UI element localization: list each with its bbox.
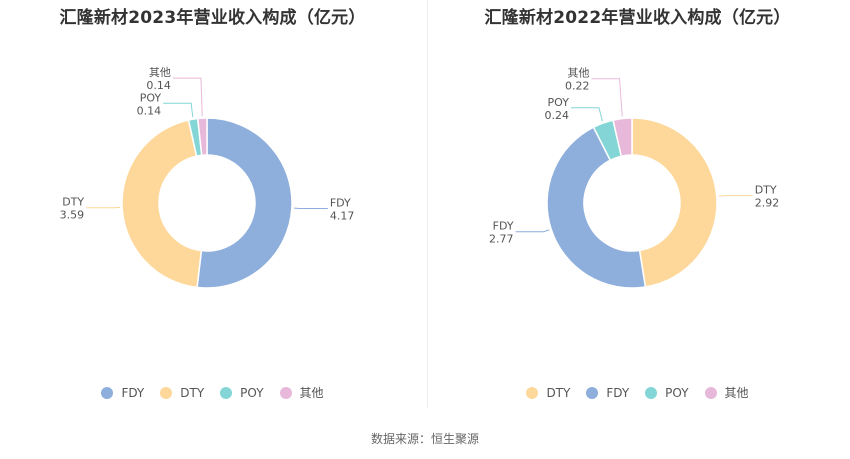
legend-item-fdy[interactable]: FDY — [101, 386, 144, 400]
slice-fdy — [546, 126, 647, 289]
legend-label-poy: POY — [665, 385, 689, 400]
panel-divider — [427, 0, 428, 408]
callout-value-poy: 0.14 — [137, 104, 162, 117]
legend-item-poy[interactable]: POY — [220, 385, 264, 400]
legend-item-fdy[interactable]: FDY — [586, 386, 629, 400]
legend-label-fdy: FDY — [121, 385, 145, 400]
legend-swatch-dty — [160, 386, 173, 399]
slice-dty — [631, 117, 718, 288]
data-source: 数据来源：恒生聚源 — [370, 432, 479, 446]
callout-label-other-3: 其他 — [149, 66, 171, 79]
legend-swatch-poy — [645, 386, 658, 399]
legend-label-dty: DTY — [546, 385, 571, 400]
callout-line-poy — [163, 102, 194, 118]
callout-line-poy — [570, 107, 603, 122]
callout-value-fdy: 2.77 — [489, 233, 514, 246]
legend-label-poy: POY — [240, 385, 264, 400]
callout-label-other-3: 其他 — [568, 67, 590, 80]
callout-label-poy: POY — [548, 96, 570, 109]
chart-2022: 汇隆新材2022年营业收入构成（亿元） DTY 2.92 FDY 2.77 POY 0.2… — [425, 0, 850, 420]
legend-swatch-other-3 — [279, 386, 292, 399]
legend-label-fdy: FDY — [606, 385, 630, 400]
legend-item-other-3[interactable]: 其他 — [704, 384, 749, 401]
legend-swatch-fdy — [101, 386, 114, 399]
legend-label-dty: DTY — [180, 385, 205, 400]
legend-item-dty[interactable]: DTY — [160, 386, 204, 400]
legend-item-other-3[interactable]: 其他 — [279, 384, 324, 401]
callout-value-dty: 3.59 — [60, 209, 85, 222]
legend-label-other-3: 其他 — [299, 386, 324, 400]
legend-label-other-3: 其他 — [724, 386, 749, 400]
slice-other-3 — [612, 117, 633, 158]
legend-2023: FDY DTY POY 其他 — [0, 384, 425, 401]
callout-line-other-3 — [591, 78, 623, 117]
legend-swatch-poy — [220, 386, 233, 399]
legend-swatch-dty — [526, 386, 539, 399]
callout-label-poy: POY — [140, 91, 162, 104]
legend-item-poy[interactable]: POY — [645, 385, 689, 400]
slice-fdy — [196, 117, 293, 289]
chart-title-2022: 汇隆新材2022年营业收入构成（亿元） — [484, 8, 791, 28]
callout-value-dty: 2.92 — [755, 197, 780, 210]
legend-swatch-fdy — [586, 386, 599, 399]
chart-title-2023: 汇隆新材2023年营业收入构成（亿元） — [59, 8, 366, 28]
callout-value-other-3: 0.14 — [146, 79, 171, 92]
callout-line-fdy — [515, 229, 550, 233]
slice-dty — [121, 119, 203, 289]
legend-item-dty[interactable]: DTY — [526, 386, 570, 400]
legend-swatch-other-3 — [704, 386, 717, 399]
chart-2023: 汇隆新材2023年营业收入构成（亿元） FDY 4.17 DTY 3.59 POY 0.1… — [0, 0, 425, 420]
legend-2022: DTY FDY POY 其他 — [425, 384, 850, 401]
callout-value-poy: 0.24 — [544, 109, 569, 122]
callout-label-fdy: FDY — [493, 220, 514, 233]
callout-label-dty: DTY — [62, 196, 84, 209]
callout-value-fdy: 4.17 — [330, 209, 355, 222]
slice-other-3 — [196, 117, 208, 157]
callout-value-other-3: 0.22 — [565, 80, 590, 93]
callout-label-fdy: FDY — [330, 196, 351, 209]
callout-line-other-3 — [172, 77, 203, 117]
callout-label-dty: DTY — [755, 184, 777, 197]
